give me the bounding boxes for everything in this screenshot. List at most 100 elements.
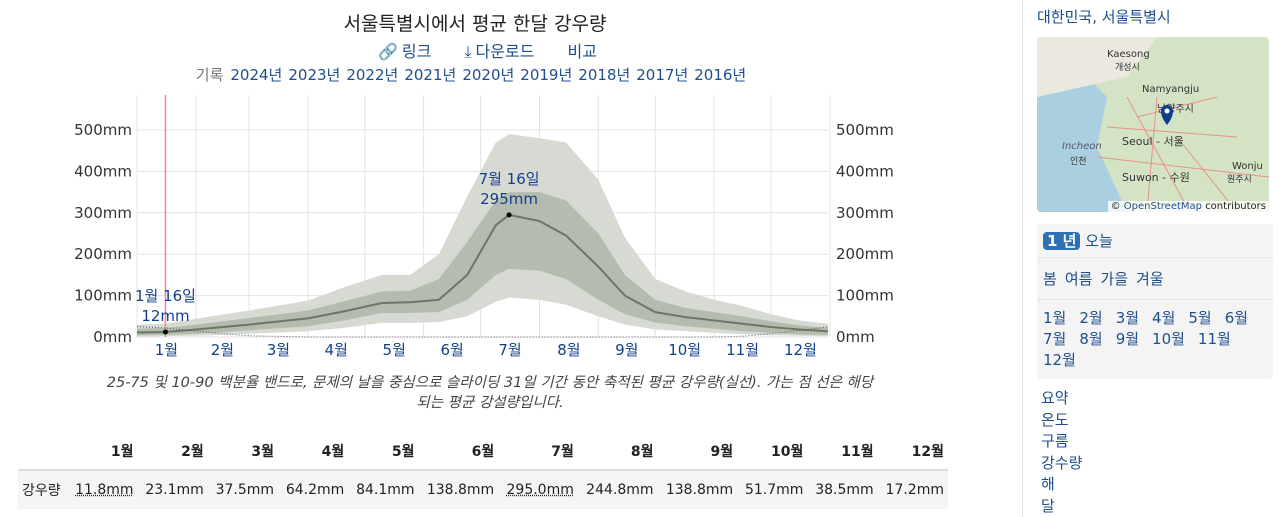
season-links: 봄 여름 가을 겨울	[1037, 258, 1273, 300]
history-year-link[interactable]: 2024년	[230, 66, 282, 84]
y-tick-right: 200mm	[836, 245, 894, 263]
month-link[interactable]: 2월	[1079, 308, 1102, 329]
season-link[interactable]: 가을	[1100, 270, 1128, 288]
history-year-link[interactable]: 2017년	[636, 66, 688, 84]
rainfall-value: 138.8mm	[419, 470, 499, 509]
x-tick-month[interactable]: 12월	[784, 341, 817, 359]
month-link[interactable]: 7월	[1043, 329, 1066, 350]
month-header: 10월	[737, 436, 807, 470]
y-tick-right: 400mm	[836, 162, 894, 180]
x-tick-month[interactable]: 11월	[726, 341, 759, 359]
sidebar: 대한민국, 서울특별시 Kaesong 개성시 Namyangju 남양주시 Inc…	[1022, 0, 1280, 517]
month-header: 1월	[67, 436, 137, 470]
month-header: 2월	[138, 436, 208, 470]
period-panel: 1 년 오늘 봄 여름 가을 겨울 1월 2월 3월 4월 5월 6월7월 8월 9월 10월 11월1…	[1037, 224, 1273, 379]
y-tick-left: 200mm	[74, 245, 132, 263]
link-icon: 🔗	[378, 42, 398, 61]
location-pin-icon	[1161, 105, 1173, 125]
map-attribution: © OpenStreetMap contributors	[1108, 201, 1269, 212]
x-tick-month[interactable]: 2월	[211, 341, 234, 359]
month-link[interactable]: 10월	[1152, 329, 1185, 350]
history-year-link[interactable]: 2020년	[462, 66, 514, 84]
history-year-link[interactable]: 2023년	[288, 66, 340, 84]
month-header: 9월	[658, 436, 738, 470]
y-tick-left: 500mm	[74, 121, 132, 139]
month-link[interactable]: 12월	[1043, 350, 1076, 371]
section-link[interactable]: 온도	[1041, 410, 1082, 432]
month-link[interactable]: 4월	[1152, 308, 1175, 329]
year-button[interactable]: 1 년	[1043, 232, 1080, 250]
y-tick-right: 100mm	[836, 287, 894, 305]
month-header: 7월	[498, 436, 578, 470]
x-tick-month[interactable]: 7월	[498, 341, 521, 359]
chart-actions: 🔗 링크 ⤓ 다운로드 비교	[0, 38, 975, 62]
rainfall-value: 64.2mm	[278, 470, 348, 509]
x-tick-month[interactable]: 10월	[668, 341, 701, 359]
history-year-link[interactable]: 2021년	[404, 66, 456, 84]
month-links: 1월 2월 3월 4월 5월 6월 7월 8월 9월 10월 11월 12월	[1037, 300, 1273, 379]
history-label: 기록	[196, 66, 224, 84]
x-tick-month[interactable]: 3월	[267, 341, 290, 359]
svg-text:개성시: 개성시	[1115, 62, 1140, 73]
month-link[interactable]: 1월	[1043, 308, 1066, 329]
month-link[interactable]: 3월	[1116, 308, 1139, 329]
history-year-link[interactable]: 2018년	[578, 66, 630, 84]
svg-text:Suwon - 수원: Suwon - 수원	[1122, 171, 1190, 184]
osm-link[interactable]: OpenStreetMap	[1124, 201, 1202, 212]
x-tick-month[interactable]: 6월	[440, 341, 463, 359]
x-tick-month[interactable]: 8월	[557, 341, 580, 359]
svg-text:Seoul - 서울: Seoul - 서울	[1122, 135, 1184, 148]
monthly-rainfall-table: 1월 2월 3월 4월 5월 6월 7월 8월 9월 10월 11월 12월 강우량 11.8mm 23.…	[18, 436, 948, 509]
season-link[interactable]: 겨울	[1136, 270, 1164, 288]
history-year-link[interactable]: 2016년	[694, 66, 746, 84]
annotation-date: 7월 16일	[479, 170, 540, 188]
y-tick-left: 400mm	[74, 162, 132, 180]
rainfall-value: 51.7mm	[737, 470, 807, 509]
x-tick-month[interactable]: 5월	[383, 341, 406, 359]
y-tick-right: 0mm	[836, 328, 875, 346]
annotation-point	[163, 330, 168, 335]
season-link[interactable]: 봄	[1043, 270, 1057, 288]
month-link[interactable]: 8월	[1079, 329, 1102, 350]
download-button[interactable]: ⤓ 다운로드	[464, 42, 534, 61]
rainfall-value: 11.8mm	[67, 470, 137, 509]
rainfall-value: 38.5mm	[807, 470, 877, 509]
history-years: 기록 2024년 2023년 2022년 2021년 2020년 2019년 2018년 201…	[0, 64, 945, 85]
compare-button[interactable]: 비교	[568, 42, 597, 61]
month-link[interactable]: 6월	[1225, 308, 1248, 329]
svg-text:Incheon: Incheon	[1062, 141, 1102, 152]
today-link[interactable]: 오늘	[1085, 232, 1113, 250]
location-map[interactable]: Kaesong 개성시 Namyangju 남양주시 Incheon 인천 Seoul…	[1037, 37, 1269, 212]
annotation-date: 1월 16일	[135, 287, 196, 305]
month-header: 4월	[278, 436, 348, 470]
y-tick-left: 0mm	[93, 328, 132, 346]
section-link[interactable]: 강수량	[1041, 453, 1082, 475]
month-header: 12월	[878, 436, 948, 470]
section-link[interactable]: 요약	[1041, 388, 1082, 410]
history-year-link[interactable]: 2022년	[346, 66, 398, 84]
month-link[interactable]: 5월	[1188, 308, 1211, 329]
table-row: 강우량 11.8mm 23.1mm 37.5mm 64.2mm 84.1mm 138.8mm…	[18, 470, 948, 509]
section-link[interactable]: 달	[1041, 496, 1082, 517]
rainfall-value: 244.8mm	[578, 470, 658, 509]
month-header: 11월	[807, 436, 877, 470]
section-link[interactable]: 해	[1041, 474, 1082, 496]
rainfall-value: 37.5mm	[208, 470, 278, 509]
month-link[interactable]: 11월	[1198, 329, 1231, 350]
month-header: 3월	[208, 436, 278, 470]
x-tick-month[interactable]: 9월	[615, 341, 638, 359]
x-tick-month[interactable]: 1월	[155, 341, 178, 359]
row-label: 강우량	[18, 470, 67, 509]
link-button[interactable]: 🔗 링크	[378, 42, 431, 61]
month-header: 8월	[578, 436, 658, 470]
season-link[interactable]: 여름	[1065, 270, 1093, 288]
page-title: 서울특별시에서 평균 한달 강우량	[0, 9, 950, 36]
chart-caption: 25-75 및 10-90 백분율 밴드로, 문제의 날을 중심으로 슬라이딩 …	[105, 373, 875, 413]
x-tick-month[interactable]: 4월	[325, 341, 348, 359]
section-link[interactable]: 구름	[1041, 431, 1082, 453]
month-link[interactable]: 9월	[1116, 329, 1139, 350]
location-link[interactable]: 대한민국, 서울특별시	[1037, 6, 1171, 27]
y-tick-right: 300mm	[836, 204, 894, 222]
svg-text:인천: 인천	[1070, 156, 1087, 167]
history-year-link[interactable]: 2019년	[520, 66, 572, 84]
